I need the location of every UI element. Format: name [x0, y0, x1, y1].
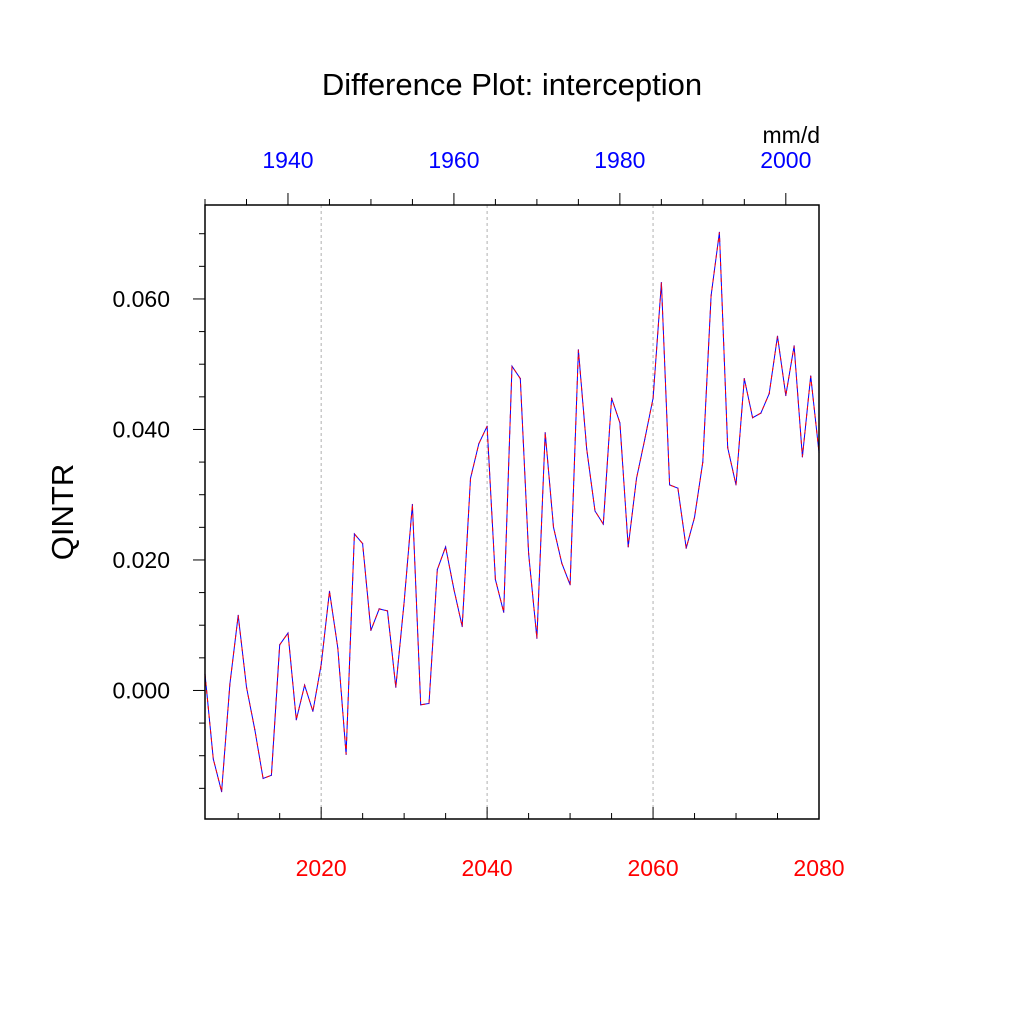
data-point [544, 432, 546, 434]
data-point [569, 584, 571, 586]
data-point [436, 569, 438, 571]
y-tick-label: 0.000 [112, 677, 170, 703]
data-point [403, 601, 405, 604]
data-point [552, 526, 555, 528]
data-point [785, 394, 787, 397]
units-label: mm/d [763, 122, 821, 148]
top-tick-label: 2000 [760, 147, 811, 173]
data-point [411, 503, 413, 506]
data-point [353, 533, 355, 535]
data-point [279, 644, 281, 646]
data-point [752, 417, 754, 419]
data-point [328, 590, 331, 592]
data-point [469, 477, 472, 479]
data-point [478, 443, 480, 445]
tick-labels: 2020 2040 2060 2080 1940 1960 1980 2000 0.000 0.0… [112, 147, 844, 881]
data-point [627, 546, 629, 548]
bottom-tick-label: 2020 [296, 855, 347, 881]
bottom-tick-label: 2080 [793, 855, 844, 881]
data-point [370, 629, 372, 632]
data-point [503, 611, 505, 613]
data-point [212, 758, 214, 760]
data-point [702, 461, 704, 463]
data-point [428, 702, 430, 705]
data-point [652, 397, 654, 399]
top-tick-label: 1960 [428, 147, 479, 173]
axis-ticks [193, 193, 820, 819]
data-point [287, 632, 289, 634]
chart-title: Difference Plot: interception [322, 67, 702, 102]
data-point [594, 510, 596, 512]
data-point [727, 447, 729, 449]
data-point [735, 484, 737, 486]
data-point [801, 456, 804, 458]
data-point [660, 282, 663, 284]
data-point [669, 484, 671, 486]
y-axis-label: QINTR [45, 464, 80, 560]
data-point [760, 412, 762, 414]
data-point [768, 393, 770, 395]
data-point [229, 683, 231, 685]
data-point [378, 608, 380, 610]
y-tick-label: 0.060 [112, 286, 170, 312]
data-point [386, 610, 389, 612]
data-point [710, 295, 712, 297]
top-tick-label: 1940 [262, 147, 313, 173]
data-point [237, 614, 239, 617]
data-point [486, 425, 488, 427]
plot-frame [204, 204, 820, 820]
data-point [677, 487, 679, 489]
data-point [793, 345, 795, 347]
y-tick-label: 0.020 [112, 547, 170, 573]
data-point [644, 438, 646, 440]
data-point [685, 547, 687, 549]
data-point [577, 349, 580, 351]
data-point [453, 588, 455, 590]
data-point [337, 647, 339, 649]
data-point [586, 448, 588, 450]
data-point [304, 684, 306, 686]
data-point [345, 753, 347, 756]
data-point [320, 663, 322, 666]
data-point [536, 637, 538, 639]
data-point [776, 335, 779, 337]
data-point [420, 704, 422, 706]
data-point [718, 231, 721, 233]
data-point [221, 791, 223, 793]
bottom-tick-label: 2040 [462, 855, 513, 881]
data-point [611, 397, 613, 399]
data-point [561, 562, 563, 564]
data-point [461, 625, 463, 628]
data-point [245, 686, 248, 688]
data-point [693, 516, 696, 519]
data-point [519, 378, 521, 380]
data-point [810, 375, 812, 377]
data-point [295, 719, 297, 721]
series-lines [204, 231, 820, 793]
data-point [362, 543, 364, 545]
top-tick-label: 1980 [594, 147, 645, 173]
data-point [395, 686, 397, 688]
data-point [743, 378, 745, 380]
data-point [270, 774, 272, 776]
data-point [635, 477, 638, 479]
data-point [528, 552, 530, 555]
data-point [602, 523, 604, 525]
y-tick-label: 0.040 [112, 416, 170, 442]
data-point [445, 546, 447, 548]
data-point [262, 777, 264, 780]
grid-lines [320, 205, 654, 819]
data-point [619, 422, 621, 424]
data-point [254, 729, 256, 731]
data-point [511, 365, 513, 367]
series-line [204, 232, 820, 792]
bottom-tick-label: 2060 [627, 855, 678, 881]
series-line-overlay [204, 232, 820, 792]
data-point [312, 710, 314, 712]
data-point [494, 578, 496, 581]
